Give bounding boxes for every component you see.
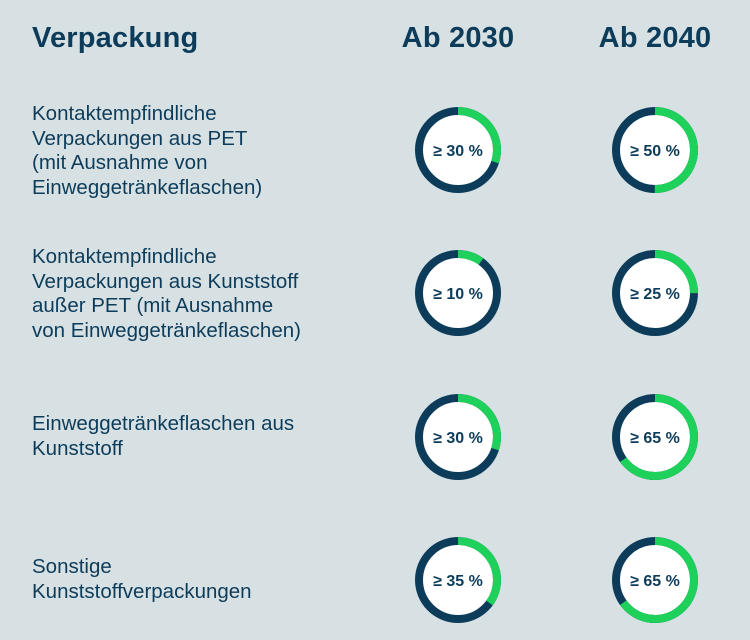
row-label-sonstige: Sonstige Kunststoffverpackungen (32, 555, 252, 603)
ring-inner (620, 402, 690, 472)
ring-progress-arc (415, 537, 501, 623)
column-header-2030: Ab 2030 (401, 22, 515, 54)
ring-value-label: ≥ 65 % (630, 573, 680, 590)
column-header-2040: Ab 2040 (598, 22, 712, 54)
ring-inner (620, 258, 690, 328)
ring-row2-2040: ≥ 25 % (612, 250, 698, 336)
ring-inner (423, 258, 493, 328)
ring-value-label: ≥ 35 % (433, 573, 483, 590)
ring-inner (620, 115, 690, 185)
ring-progress-arc (612, 107, 698, 193)
row-label-einweggetraenkeflaschen: Einweggetränkeflaschen aus Kunststoff (32, 412, 295, 460)
ring-value-label: ≥ 50 % (630, 143, 680, 160)
ring-value-label: ≥ 10 % (433, 286, 483, 303)
ring-progress-arc (415, 394, 501, 480)
ring-progress-arc (612, 537, 698, 623)
ring-progress-arc (415, 107, 501, 193)
ring-row3-2040: ≥ 65 % (612, 394, 698, 480)
ring-row1-2030: ≥ 30 % (415, 107, 501, 193)
column-header-category: Verpackung (32, 22, 199, 54)
ring-value-label: ≥ 30 % (433, 430, 483, 447)
row-label-kunststoff-ausser-pet: Kontaktempfindliche Verpackungen aus Kun… (32, 245, 301, 342)
row-label-pet: Kontaktempfindliche Verpackungen aus PET… (32, 102, 263, 199)
ring-row2-2030: ≥ 10 % (415, 250, 501, 336)
ring-inner (423, 545, 493, 615)
ring-value-label: ≥ 25 % (630, 286, 680, 303)
ring-inner (620, 545, 690, 615)
ring-progress-arc (612, 394, 698, 480)
ring-row3-2030: ≥ 30 % (415, 394, 501, 480)
ring-row4-2040: ≥ 65 % (612, 537, 698, 623)
ring-row4-2030: ≥ 35 % (415, 537, 501, 623)
ring-value-label: ≥ 30 % (433, 143, 483, 160)
ring-progress-arc (612, 250, 698, 336)
ring-progress-arc (415, 250, 501, 336)
ring-inner (423, 115, 493, 185)
ring-value-label: ≥ 65 % (630, 430, 680, 447)
ring-inner (423, 402, 493, 472)
ring-row1-2040: ≥ 50 % (612, 107, 698, 193)
